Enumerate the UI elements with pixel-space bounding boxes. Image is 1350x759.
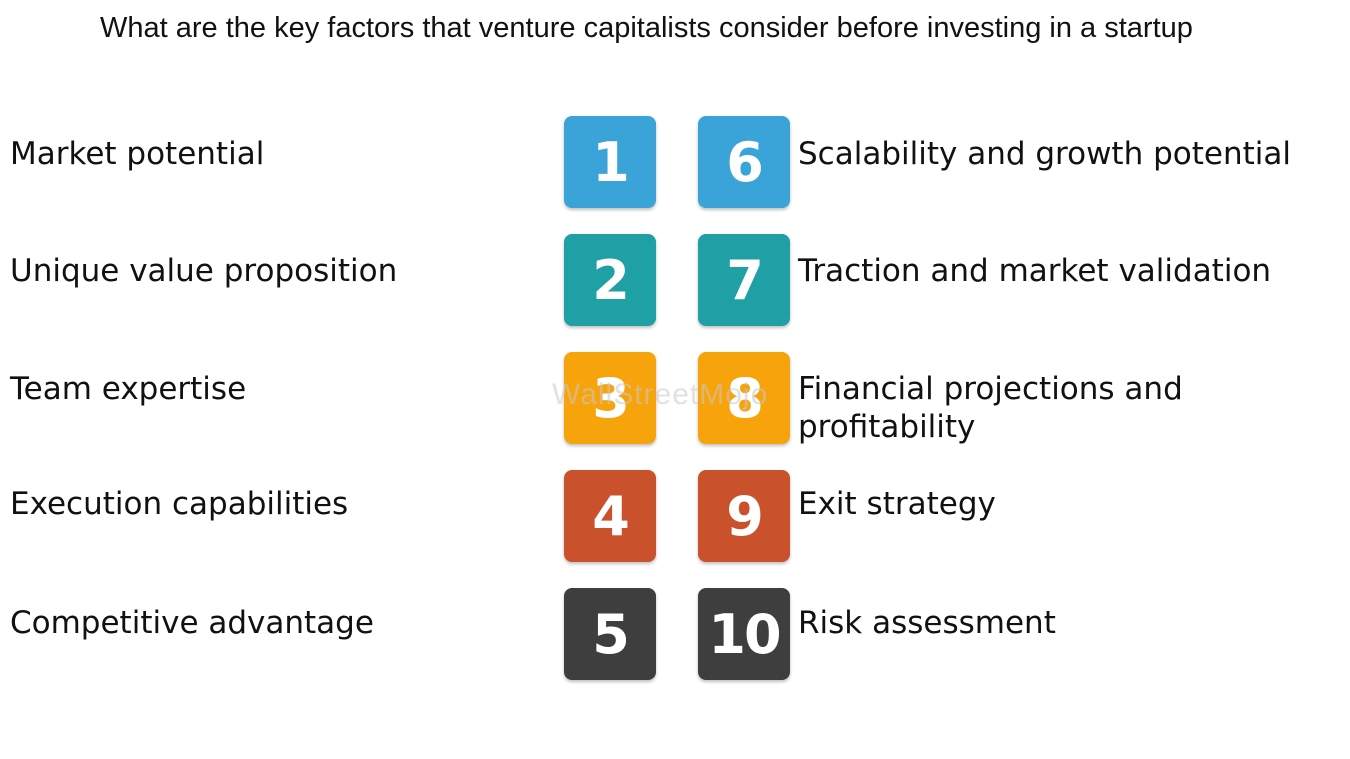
factor-label-4: Execution capabilities bbox=[10, 486, 349, 522]
number-tile-5: 5 bbox=[564, 588, 656, 680]
number-tile-8: 8 bbox=[698, 352, 790, 444]
factor-label-8: Financial projections and profitability bbox=[798, 371, 1183, 445]
factor-label-3: Team expertise bbox=[10, 371, 247, 407]
number-tile-6: 6 bbox=[698, 116, 790, 208]
factor-label-5: Competitive advantage bbox=[10, 605, 374, 641]
factor-label-10: Risk assessment bbox=[798, 605, 1056, 641]
watermark-logo: WallStreetMojo bbox=[552, 378, 769, 411]
number-tile-3: 3 bbox=[564, 352, 656, 444]
number-tile-7: 7 bbox=[698, 234, 790, 326]
page-title: What are the key factors that venture ca… bbox=[100, 12, 1193, 44]
number-tile-2: 2 bbox=[564, 234, 656, 326]
number-tile-1: 1 bbox=[564, 116, 656, 208]
factor-label-7: Traction and market validation bbox=[798, 253, 1272, 289]
number-tile-10: 10 bbox=[698, 588, 790, 680]
number-tile-9: 9 bbox=[698, 470, 790, 562]
factor-label-6: Scalability and growth potential bbox=[798, 136, 1291, 172]
factor-label-2: Unique value proposition bbox=[10, 253, 398, 289]
factor-label-9: Exit strategy bbox=[798, 486, 996, 522]
number-tile-4: 4 bbox=[564, 470, 656, 562]
factor-label-1: Market potential bbox=[10, 136, 265, 172]
